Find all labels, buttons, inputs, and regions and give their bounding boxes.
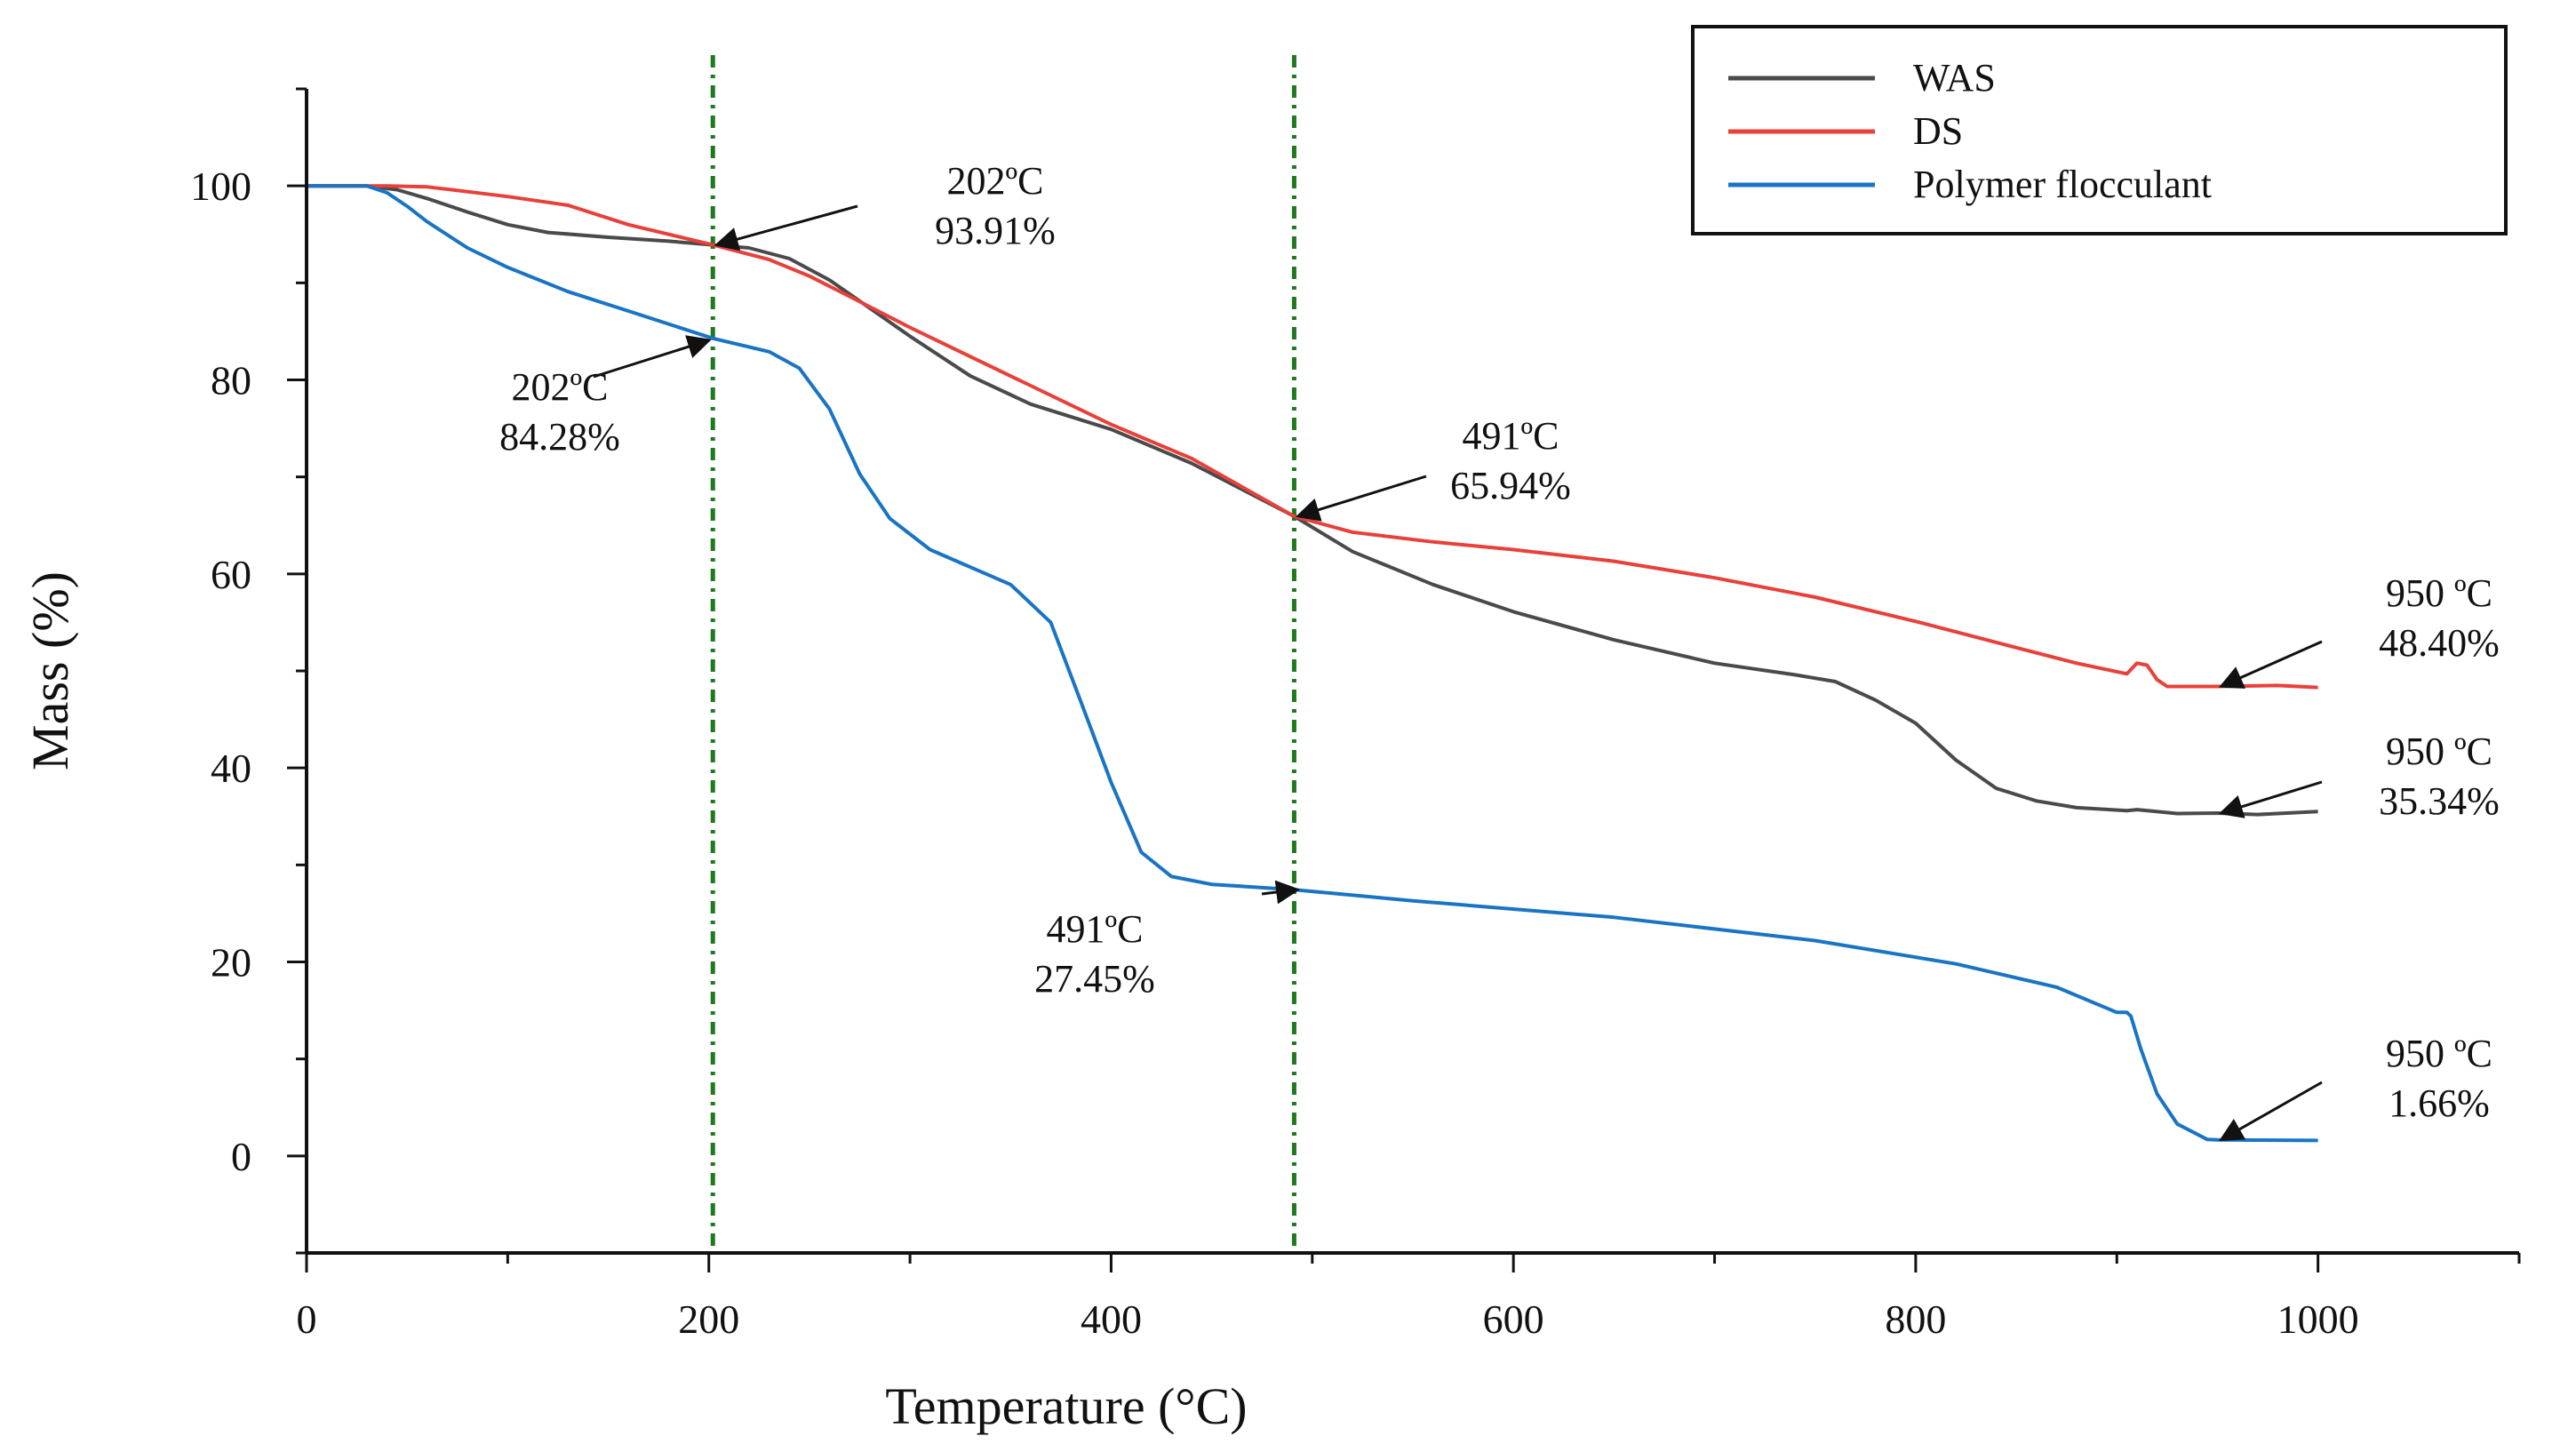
x-tick-label: 800: [1885, 1296, 1946, 1342]
legend: WAS DS Polymer flocculant: [1691, 25, 2508, 235]
annotation-950-35-34: 950 ºC 35.34%: [2218, 730, 2500, 823]
axes-layer: 0 200 400 600 800 1000 0 20 40 60 80 100: [190, 87, 2521, 1342]
series-line-ds: [307, 184, 2318, 690]
y-tick-label: 20: [211, 940, 251, 985]
annotation-arrow: [1261, 880, 1301, 905]
annotation-mass: 35.34%: [2379, 779, 2500, 823]
annotation-mass: 65.94%: [1450, 464, 1571, 507]
x-tick-label: 0: [297, 1296, 317, 1342]
y-tick-label: 100: [190, 164, 251, 209]
legend-label: Polymer flocculant: [1913, 163, 2212, 206]
annotation-arrow: [2218, 780, 2323, 818]
y-axis-title: Mass (%): [21, 571, 79, 770]
annotation-temperature: 950 ºC: [2386, 1032, 2492, 1075]
annotation-temperature: 491ºC: [1463, 414, 1559, 458]
annotation-mass: 93.91%: [935, 209, 1056, 252]
x-axis-title: Temperature (°C): [885, 1377, 1247, 1435]
legend-label: DS: [1913, 109, 1963, 153]
annotation-temperature: 950 ºC: [2386, 730, 2492, 773]
marker-layer: [710, 55, 1296, 1253]
y-tick-label: 60: [211, 552, 251, 597]
annotation-temperature: 202ºC: [947, 159, 1044, 203]
annotation-mass: 48.40%: [2379, 621, 2500, 665]
legend-label: WAS: [1913, 56, 1996, 100]
y-tick-label: 0: [231, 1134, 251, 1179]
y-tick-label: 40: [211, 746, 251, 791]
series-line-was: [307, 184, 2318, 817]
annotation-950-1-66: 950 ºC 1.66%: [2219, 1032, 2492, 1142]
annotation-temperature: 491ºC: [1047, 907, 1144, 951]
annotation-arrow: [1295, 475, 1427, 522]
x-tick-label: 1000: [2277, 1296, 2359, 1342]
annotation-491-27-45: 491ºC 27.45%: [1034, 880, 1301, 1001]
annotation-950-48-40: 950 ºC 48.40%: [2218, 571, 2500, 689]
annotation-mass: 84.28%: [499, 415, 620, 459]
annotation-491-65-94: 491ºC 65.94%: [1295, 414, 1571, 522]
annotation-temperature: 950 ºC: [2386, 571, 2492, 615]
x-tick-label: 600: [1483, 1296, 1544, 1342]
annotation-arrow: [714, 204, 858, 251]
annotation-202-84-28: 202ºC 84.28%: [499, 335, 712, 459]
y-tick-label: 80: [211, 358, 251, 403]
annotation-arrow: [2218, 640, 2323, 689]
x-tick-label: 200: [678, 1296, 739, 1342]
series-layer: [307, 184, 2318, 1143]
annotation-202-93-91: 202ºC 93.91%: [714, 159, 1056, 252]
annotation-arrow: [593, 335, 712, 379]
annotation-mass: 27.45%: [1034, 957, 1155, 1001]
series-line-polymer-flocculant: [307, 184, 2318, 1143]
annotation-arrow: [2219, 1081, 2323, 1142]
x-tick-label: 400: [1081, 1296, 1142, 1342]
annotation-layer: 202ºC 93.91% 202ºC 84.28% 491ºC 65.94% 491ºC 27…: [499, 159, 2500, 1142]
annotation-temperature: 202ºC: [512, 365, 609, 409]
annotation-mass: 1.66%: [2389, 1081, 2490, 1125]
